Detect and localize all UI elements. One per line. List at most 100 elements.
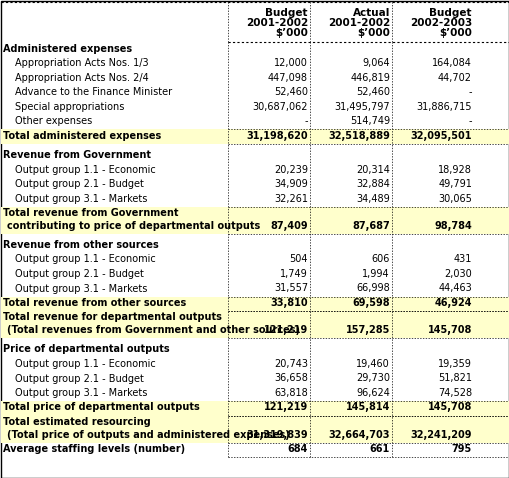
Text: Special appropriations: Special appropriations: [15, 101, 124, 111]
Text: 20,314: 20,314: [355, 164, 389, 174]
Text: 20,743: 20,743: [273, 359, 307, 369]
Text: 31,886,715: 31,886,715: [416, 101, 471, 111]
Text: (Total price of outputs and administered expenses): (Total price of outputs and administered…: [7, 430, 289, 439]
Text: 66,998: 66,998: [356, 283, 389, 293]
Text: 44,463: 44,463: [437, 283, 471, 293]
Text: Total revenue for departmental outputs: Total revenue for departmental outputs: [3, 313, 221, 323]
Text: 31,319,839: 31,319,839: [246, 430, 307, 439]
Text: contributing to price of departmental outputs: contributing to price of departmental ou…: [7, 220, 260, 230]
Text: 19,460: 19,460: [356, 359, 389, 369]
Text: Total administered expenses: Total administered expenses: [3, 130, 161, 141]
Text: (Total revenues from Government and other sources): (Total revenues from Government and othe…: [7, 325, 299, 335]
Text: 2001-2002: 2001-2002: [327, 18, 389, 28]
Bar: [1, 206, 508, 233]
Text: 32,884: 32,884: [355, 179, 389, 189]
Text: Output group 3.1 - Markets: Output group 3.1 - Markets: [15, 194, 147, 204]
Text: 145,708: 145,708: [427, 325, 471, 335]
Text: 157,285: 157,285: [345, 325, 389, 335]
Text: Administered expenses: Administered expenses: [3, 43, 132, 54]
Text: 51,821: 51,821: [437, 373, 471, 383]
Text: -: -: [468, 87, 471, 97]
Text: 19,359: 19,359: [437, 359, 471, 369]
Text: Appropriation Acts Nos. 2/4: Appropriation Acts Nos. 2/4: [15, 73, 149, 83]
Text: Budget: Budget: [265, 8, 307, 18]
Text: Total estimated resourcing: Total estimated resourcing: [3, 417, 151, 427]
Text: $’000: $’000: [274, 28, 307, 38]
Text: Average staffing levels (number): Average staffing levels (number): [3, 444, 185, 454]
Text: 32,664,703: 32,664,703: [328, 430, 389, 439]
Text: 145,814: 145,814: [345, 402, 389, 413]
Text: Output group 2.1 - Budget: Output group 2.1 - Budget: [15, 269, 144, 279]
Text: 52,460: 52,460: [355, 87, 389, 97]
Text: Advance to the Finance Minister: Advance to the Finance Minister: [15, 87, 172, 97]
Text: 52,460: 52,460: [273, 87, 307, 97]
Bar: [1, 415, 508, 443]
Text: 32,241,209: 32,241,209: [410, 430, 471, 439]
Text: 31,198,620: 31,198,620: [246, 130, 307, 141]
Text: Price of departmental outputs: Price of departmental outputs: [3, 345, 169, 355]
Text: 69,598: 69,598: [352, 298, 389, 308]
Text: 447,098: 447,098: [267, 73, 307, 83]
Text: 2001-2002: 2001-2002: [245, 18, 307, 28]
Text: $’000: $’000: [356, 28, 389, 38]
Text: $’000: $’000: [438, 28, 471, 38]
Text: Total revenue from Government: Total revenue from Government: [3, 208, 178, 218]
Text: Output group 2.1 - Budget: Output group 2.1 - Budget: [15, 179, 144, 189]
Text: 34,489: 34,489: [356, 194, 389, 204]
Text: 30,687,062: 30,687,062: [252, 101, 307, 111]
Text: Output group 1.1 - Economic: Output group 1.1 - Economic: [15, 254, 155, 264]
Text: 30,065: 30,065: [437, 194, 471, 204]
Bar: [1, 401, 508, 415]
Text: 121,219: 121,219: [263, 325, 307, 335]
Text: Output group 3.1 - Markets: Output group 3.1 - Markets: [15, 283, 147, 293]
Text: Revenue from Government: Revenue from Government: [3, 150, 151, 160]
Text: 164,084: 164,084: [431, 58, 471, 68]
Text: 49,791: 49,791: [437, 179, 471, 189]
Text: 606: 606: [371, 254, 389, 264]
Bar: [1, 129, 508, 143]
Text: 87,409: 87,409: [270, 220, 307, 230]
Text: 661: 661: [369, 444, 389, 454]
Text: 87,687: 87,687: [352, 220, 389, 230]
Text: 44,702: 44,702: [437, 73, 471, 83]
Text: Total revenue from other sources: Total revenue from other sources: [3, 298, 186, 308]
Text: 2002-2003: 2002-2003: [409, 18, 471, 28]
Text: 514,749: 514,749: [349, 116, 389, 126]
Text: 1,749: 1,749: [280, 269, 307, 279]
Text: 74,528: 74,528: [437, 388, 471, 398]
Text: -: -: [468, 116, 471, 126]
Text: -: -: [304, 116, 307, 126]
Text: 12,000: 12,000: [274, 58, 307, 68]
Text: 36,658: 36,658: [274, 373, 307, 383]
Text: 34,909: 34,909: [274, 179, 307, 189]
Text: 145,708: 145,708: [427, 402, 471, 413]
Text: Total price of departmental outputs: Total price of departmental outputs: [3, 402, 200, 413]
Text: 18,928: 18,928: [437, 164, 471, 174]
Text: 1,994: 1,994: [362, 269, 389, 279]
Bar: [1, 311, 508, 338]
Text: Output group 2.1 - Budget: Output group 2.1 - Budget: [15, 373, 144, 383]
Text: Output group 3.1 - Markets: Output group 3.1 - Markets: [15, 388, 147, 398]
Text: 98,784: 98,784: [433, 220, 471, 230]
Text: 121,219: 121,219: [263, 402, 307, 413]
Text: 2,030: 2,030: [443, 269, 471, 279]
Text: Output group 1.1 - Economic: Output group 1.1 - Economic: [15, 359, 155, 369]
Bar: [1, 296, 508, 311]
Text: 446,819: 446,819: [350, 73, 389, 83]
Text: Output group 1.1 - Economic: Output group 1.1 - Economic: [15, 164, 155, 174]
Text: 31,495,797: 31,495,797: [334, 101, 389, 111]
Text: 9,064: 9,064: [362, 58, 389, 68]
Text: Other expenses: Other expenses: [15, 116, 92, 126]
Text: 32,095,501: 32,095,501: [410, 130, 471, 141]
Text: Appropriation Acts Nos. 1/3: Appropriation Acts Nos. 1/3: [15, 58, 148, 68]
Text: 29,730: 29,730: [355, 373, 389, 383]
Text: 31,557: 31,557: [273, 283, 307, 293]
Text: 33,810: 33,810: [270, 298, 307, 308]
Text: 684: 684: [287, 444, 307, 454]
Text: 20,239: 20,239: [273, 164, 307, 174]
Text: 32,518,889: 32,518,889: [327, 130, 389, 141]
Text: 46,924: 46,924: [434, 298, 471, 308]
Text: 32,261: 32,261: [273, 194, 307, 204]
Text: 96,624: 96,624: [355, 388, 389, 398]
Text: 63,818: 63,818: [274, 388, 307, 398]
